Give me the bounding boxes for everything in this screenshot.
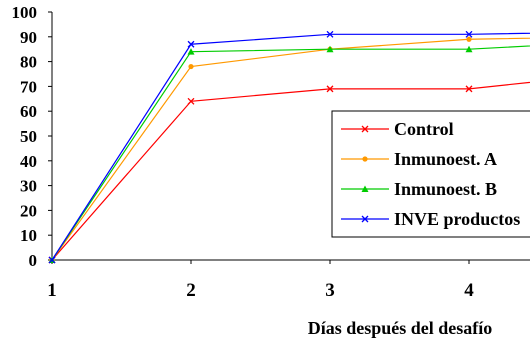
data-point — [362, 156, 368, 162]
y-tick-label: 60 — [20, 102, 37, 121]
data-point — [326, 85, 334, 93]
x-tick-label: 3 — [325, 280, 335, 301]
legend-item: Inmunoest. B — [341, 179, 497, 199]
data-point — [465, 45, 473, 53]
y-tick-label: 10 — [20, 226, 37, 245]
data-point — [361, 215, 369, 223]
legend-label: INVE productos — [394, 209, 520, 229]
y-tick-label: 90 — [20, 28, 37, 47]
data-point — [465, 30, 473, 38]
legend-item: INVE productos — [341, 209, 520, 229]
data-point — [466, 36, 472, 42]
x-tick-label: 4 — [464, 280, 474, 301]
data-point — [48, 256, 56, 264]
y-axis-ticks: 0 10 20 30 40 50 60 70 80 90 100 — [12, 3, 52, 270]
data-point — [361, 125, 369, 133]
y-tick-label: 30 — [20, 177, 37, 196]
legend-label: Inmunoest. A — [394, 149, 497, 169]
data-point — [187, 48, 195, 55]
data-point — [187, 97, 195, 105]
data-point — [187, 40, 195, 48]
legend-box — [331, 110, 530, 238]
x-tick-label: 1 — [47, 280, 57, 301]
legend-item: Inmunoest. A — [341, 149, 497, 169]
y-tick-label: 100 — [12, 3, 38, 22]
y-tick-label: 0 — [29, 251, 38, 270]
y-tick-label: 70 — [20, 77, 37, 96]
x-axis-ticks: 1 2 3 4 — [47, 260, 474, 301]
y-tick-label: 80 — [20, 53, 37, 72]
series-inve-productos — [48, 30, 530, 264]
legend-label: Control — [394, 119, 454, 139]
y-tick-label: 40 — [20, 152, 37, 171]
legend-item: Control — [341, 119, 454, 139]
data-point — [188, 63, 194, 70]
series-group — [48, 30, 530, 264]
data-point — [326, 30, 334, 38]
data-point — [465, 85, 473, 93]
data-point — [326, 45, 334, 53]
x-tick-label: 2 — [186, 280, 196, 301]
y-tick-label: 50 — [20, 127, 37, 146]
x-axis-label: Días después del desafío — [308, 318, 493, 338]
legend: Control Inmunoest. A Inmunoest. B INVE prod… — [331, 110, 530, 238]
y-tick-label: 20 — [20, 201, 37, 220]
data-point — [361, 185, 369, 192]
legend-label: Inmunoest. B — [394, 179, 497, 199]
